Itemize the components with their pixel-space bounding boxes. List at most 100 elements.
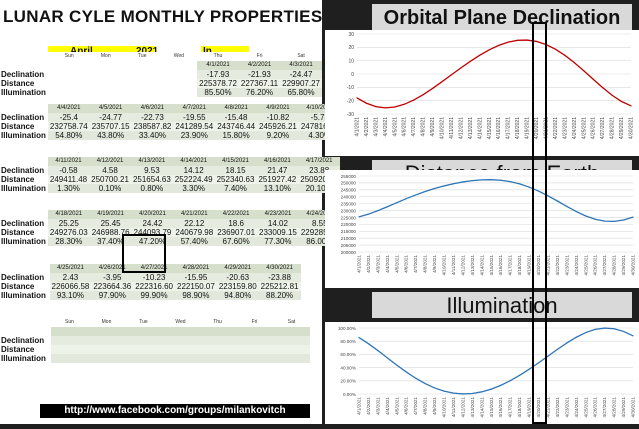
x-tick-label: 4/25/2021 [583,397,588,418]
facebook-group-link[interactable]: http://www.facebook.com/groups/milankovi… [40,404,310,418]
day-name: Sun [51,318,88,327]
declination-cell: 4.58 [89,166,131,175]
data-point [500,384,502,386]
data-point [384,107,386,109]
data-point [594,328,596,330]
x-tick-label: 4/16/2021 [498,397,503,418]
distance-cell: 244093.79 [131,228,174,237]
declination-cell [162,336,199,345]
declination-row: Declination -0.58 4.58 9.53 14.12 18.15 21.47 2… [0,166,341,175]
data-point [441,81,443,83]
illumination-row: Illumination 54.80% 43.80% 33.40% 23.90% 15.8… [0,131,341,140]
illumination-cell [199,354,236,363]
x-tick-label: 4/13/2021 [468,117,474,139]
x-tick-label: 4/1/2021 [357,397,362,415]
x-tick-label: 4/29/2021 [621,397,626,418]
x-tick-label: 4/11/2021 [451,397,456,418]
data-point [528,186,530,188]
dates-row: 4/11/2021 4/12/2021 4/13/2021 4/14/2021 4/15… [0,157,341,166]
declination-chart: -30 -20 -10 0 10 20 30 4/1/2021 4/2/2021 4/3/2021… [325,30,639,156]
y-tick-label: 80.00% [340,339,356,344]
data-point [424,382,426,385]
data-point [630,105,632,107]
y-tick-label: 250000 [341,181,357,186]
illumination-cell: 54.80% [47,131,90,140]
dates-cell: 4/8/2021 [215,104,258,113]
row-label: Declination [1,166,45,175]
row-label: Distance [1,282,35,291]
declination-cell [125,336,162,345]
declination-cell: 25.25 [47,219,90,228]
declination-cell: 18.15 [214,166,257,175]
data-point [509,380,511,382]
illumination-cell: 85.50% [197,88,239,97]
declination-cell [51,336,88,345]
data-point [613,220,615,222]
distance-cell: 251927.42 [256,175,299,184]
row-label: Distance [1,228,35,237]
day-name: Wed [162,318,199,327]
declination-cell: -24.77 [89,113,132,122]
illumination-row: Illumination 93.10% 97.90% 99.90% 98.90% 94.8… [0,291,322,300]
x-tick-label: 4/2/2021 [364,117,370,137]
y-tick-label: 255000 [341,174,357,179]
data-point [433,187,436,190]
data-point [488,49,490,51]
data-point [396,202,398,204]
dates-cell: 4/17/2021 [298,157,341,166]
declination-cell: -3.95 [91,273,134,282]
data-point [375,106,377,108]
declination-row: Declination 25.25 25.45 24.42 22.12 18.6 14.02… [0,219,341,228]
distance-cell: 252224.49 [172,175,215,184]
data-point [490,388,492,390]
y-tick-label: 30 [348,32,354,38]
illumination-cell [236,354,273,363]
data-point [462,393,464,395]
x-tick-label: 4/2/2021 [366,397,371,415]
illumination-cell: 20.10% [298,184,341,193]
data-point [460,67,462,69]
x-tick-label: 4/23/2021 [562,117,568,139]
x-tick-label: 4/3/2021 [375,397,380,415]
x-tick-label: 4/30/2021 [629,117,635,139]
declination-cell: 25.45 [89,219,132,228]
illumination-cell: 0.80% [130,184,173,193]
illumination-cell [273,354,310,363]
data-point [526,39,528,41]
illumination-cell: 88.20% [258,291,301,300]
row-label [0,327,51,336]
data-point [604,327,606,329]
dates-cell: 4/3/2021 [280,61,322,70]
dates-cell [50,61,88,70]
x-tick-label: 4/4/2021 [383,117,389,137]
x-tick-label: 4/10/2021 [442,255,447,276]
dates-cell: 4/7/2021 [173,104,216,113]
illumination-chart: 0.00% 20.00% 40.00% 60.00% 80.00% 100.00% 4/1/… [325,322,639,424]
today-highlight-box [122,234,166,273]
distance-cell [88,345,125,354]
dates-row: 4/4/2021 4/5/2021 4/6/2021 4/7/2021 4/8/2021… [0,104,341,113]
dates-cell [162,327,199,336]
illumination-cell: 77.30% [257,237,299,246]
dates-cell: 4/11/2021 [47,157,90,166]
declination-cell [50,70,88,79]
distance-cell: 238587.82 [131,122,174,131]
dates-row: 4/1/2021 4/2/2021 4/3/2021 [0,61,322,70]
illumination-cell [160,88,198,97]
week-table: 4/4/2021 4/5/2021 4/6/2021 4/7/2021 4/8/2021… [0,104,341,140]
illumination-cell: 65.80% [280,88,322,97]
data-point [547,355,549,357]
illumination-cell: 98.90% [175,291,217,300]
data-point [592,78,594,80]
x-tick-label: 4/24/2021 [574,397,579,418]
data-point [556,200,559,202]
declination-cell: 23.88 [298,166,341,175]
data-point [498,44,500,46]
distance-cell: 222150.07 [175,282,217,291]
data-point [358,336,360,339]
data-point [573,62,575,64]
declination-cell: 9.53 [130,166,173,175]
declination-row: Declination -25.4 -24.77 -22.73 -19.55 -15.48… [0,113,341,122]
data-point [479,54,481,56]
x-tick-label: 4/26/2021 [593,255,598,276]
